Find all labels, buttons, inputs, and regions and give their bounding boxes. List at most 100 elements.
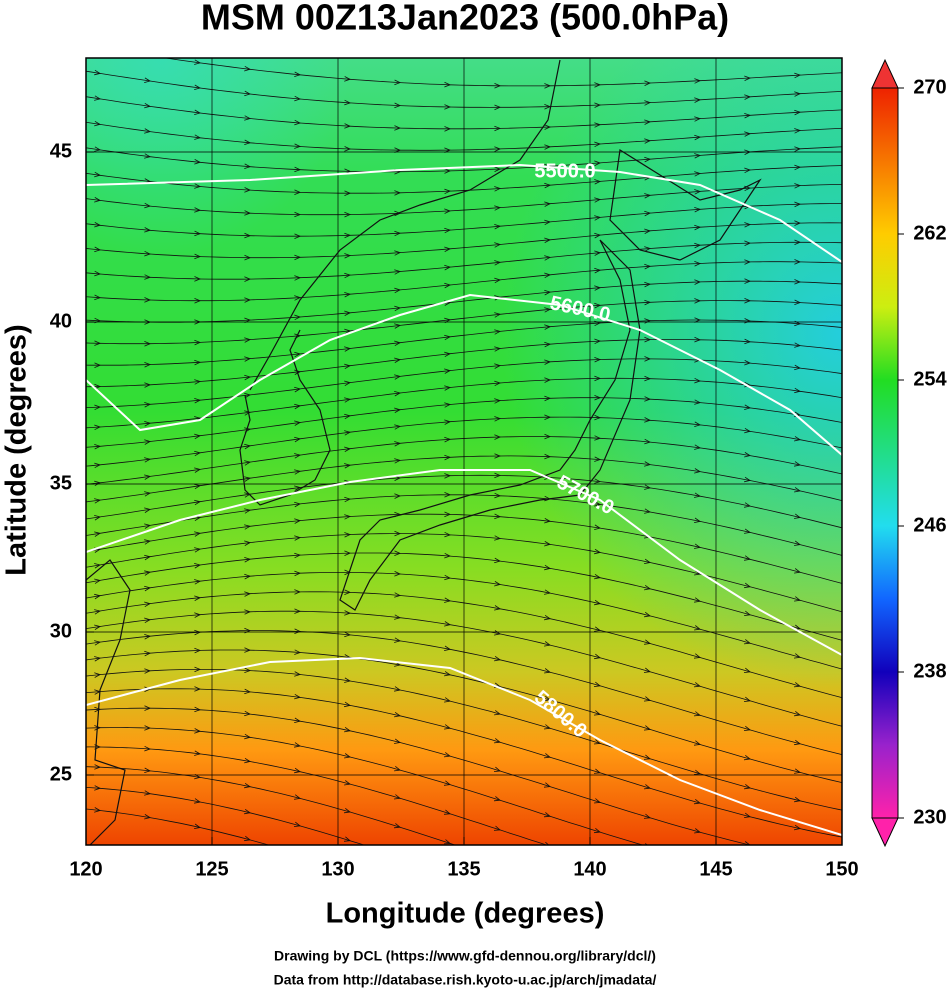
streamline xyxy=(86,397,842,448)
streamline-arrow xyxy=(844,958,850,963)
streamline-arrow xyxy=(844,912,850,917)
coastline xyxy=(339,239,641,611)
streamline-arrow xyxy=(844,582,850,587)
y-tick-label: 45 xyxy=(50,140,72,162)
streamline-arrow xyxy=(594,888,600,893)
streamline xyxy=(86,203,842,237)
streamline xyxy=(86,358,842,409)
coastline xyxy=(86,559,131,845)
streamline-arrow xyxy=(844,348,850,353)
streamline-arrow xyxy=(844,499,850,504)
streamline-arrow xyxy=(844,610,850,615)
streamline-arrow xyxy=(845,221,851,226)
x-axis-label: Longitude (degrees) xyxy=(326,898,605,930)
streamline-arrow xyxy=(744,924,750,929)
streamline-arrow xyxy=(844,887,850,892)
streamline-arrow xyxy=(694,886,700,891)
x-tick-label: 120 xyxy=(69,858,102,880)
streamline xyxy=(86,300,842,345)
streamline xyxy=(86,630,842,755)
streamline-arrow xyxy=(644,930,650,935)
streamline-arrow xyxy=(494,886,500,891)
streamline xyxy=(86,70,842,108)
streamline-arrow xyxy=(844,935,850,940)
streamline xyxy=(86,766,457,845)
streamline xyxy=(86,513,842,584)
streamline-arrow xyxy=(844,835,850,840)
streamline xyxy=(86,183,842,216)
streamline xyxy=(86,688,842,838)
y-tick-label: 30 xyxy=(50,620,72,642)
streamline-arrow xyxy=(694,914,700,919)
grid xyxy=(86,58,842,845)
streamline-arrow xyxy=(844,781,850,786)
x-tick-label: 150 xyxy=(825,858,858,880)
streamline-arrow xyxy=(644,902,650,907)
colorbar-extend-bottom xyxy=(871,817,899,848)
streamline-arrow xyxy=(844,282,850,287)
streamline-arrow xyxy=(144,53,150,58)
contour-label: 5500.0 xyxy=(534,160,595,182)
coastline xyxy=(239,329,331,506)
streamline xyxy=(86,455,842,503)
contour-line xyxy=(86,293,842,456)
streamline-arrow xyxy=(844,325,850,330)
streamline-arrow xyxy=(844,472,850,477)
x-tick-label: 135 xyxy=(447,858,480,880)
streamline-arrow xyxy=(844,639,850,644)
contour-line xyxy=(86,656,842,836)
streamline xyxy=(86,572,842,670)
streamline xyxy=(86,786,366,845)
streamline-arrow xyxy=(794,906,800,911)
streamline xyxy=(86,533,842,613)
streamline-arrow xyxy=(294,850,300,854)
streamline-arrow xyxy=(794,931,800,936)
streamline xyxy=(86,165,842,194)
streamline-arrow xyxy=(844,808,850,813)
streamline-arrow xyxy=(744,975,750,980)
streamline xyxy=(86,808,271,845)
streamline-arrow xyxy=(394,883,400,887)
streamline xyxy=(86,319,842,366)
streamline-arrow xyxy=(545,841,550,845)
y-tick-label: 35 xyxy=(50,472,72,494)
streamline xyxy=(86,746,548,845)
streamline-arrow xyxy=(94,45,100,50)
streamline xyxy=(86,146,842,173)
streamline xyxy=(86,474,842,529)
streamline-arrow xyxy=(844,182,850,187)
x-tick-label: 130 xyxy=(321,858,354,880)
coastline xyxy=(609,149,762,261)
contours xyxy=(86,163,842,836)
streamline-arrow xyxy=(744,841,751,845)
streamline xyxy=(86,96,842,130)
streamline-arrow xyxy=(844,526,850,531)
colorbar-extend-top xyxy=(871,58,899,89)
streamline-arrow xyxy=(844,696,850,701)
colorbar-tick-label: 246 xyxy=(913,514,946,536)
streamline xyxy=(86,707,752,845)
streamline-arrow xyxy=(844,753,850,758)
streamline xyxy=(86,436,842,485)
streamline-arrow xyxy=(844,70,850,75)
contour-line xyxy=(86,469,842,656)
plot-area: 5500.0 5600.0 5700.0 5800.0 xyxy=(86,45,851,980)
title: MSM 00Z13Jan2023 (500.0hPa) xyxy=(201,0,729,38)
y-axis-label: Latitude (degrees) xyxy=(1,324,33,575)
streamline-arrow xyxy=(844,725,850,730)
colorbar: 270 262 254 246 238 230 xyxy=(871,58,948,848)
coastline xyxy=(249,59,561,391)
streamline xyxy=(86,727,644,845)
y-tick-label: 25 xyxy=(50,763,72,785)
y-tick-label: 40 xyxy=(50,310,72,332)
streamline-arrow xyxy=(744,897,750,902)
streamline-arrow xyxy=(844,446,850,451)
streamline xyxy=(86,241,842,280)
streamline-arrow xyxy=(844,668,850,673)
streamlines xyxy=(86,45,851,980)
streamline-arrow xyxy=(844,372,850,377)
axes: 120 125 130 135 140 145 150 45 40 35 30 25 xyxy=(50,140,859,880)
colorbar-tick-label: 238 xyxy=(913,660,946,682)
streamline-arrow xyxy=(844,163,850,168)
